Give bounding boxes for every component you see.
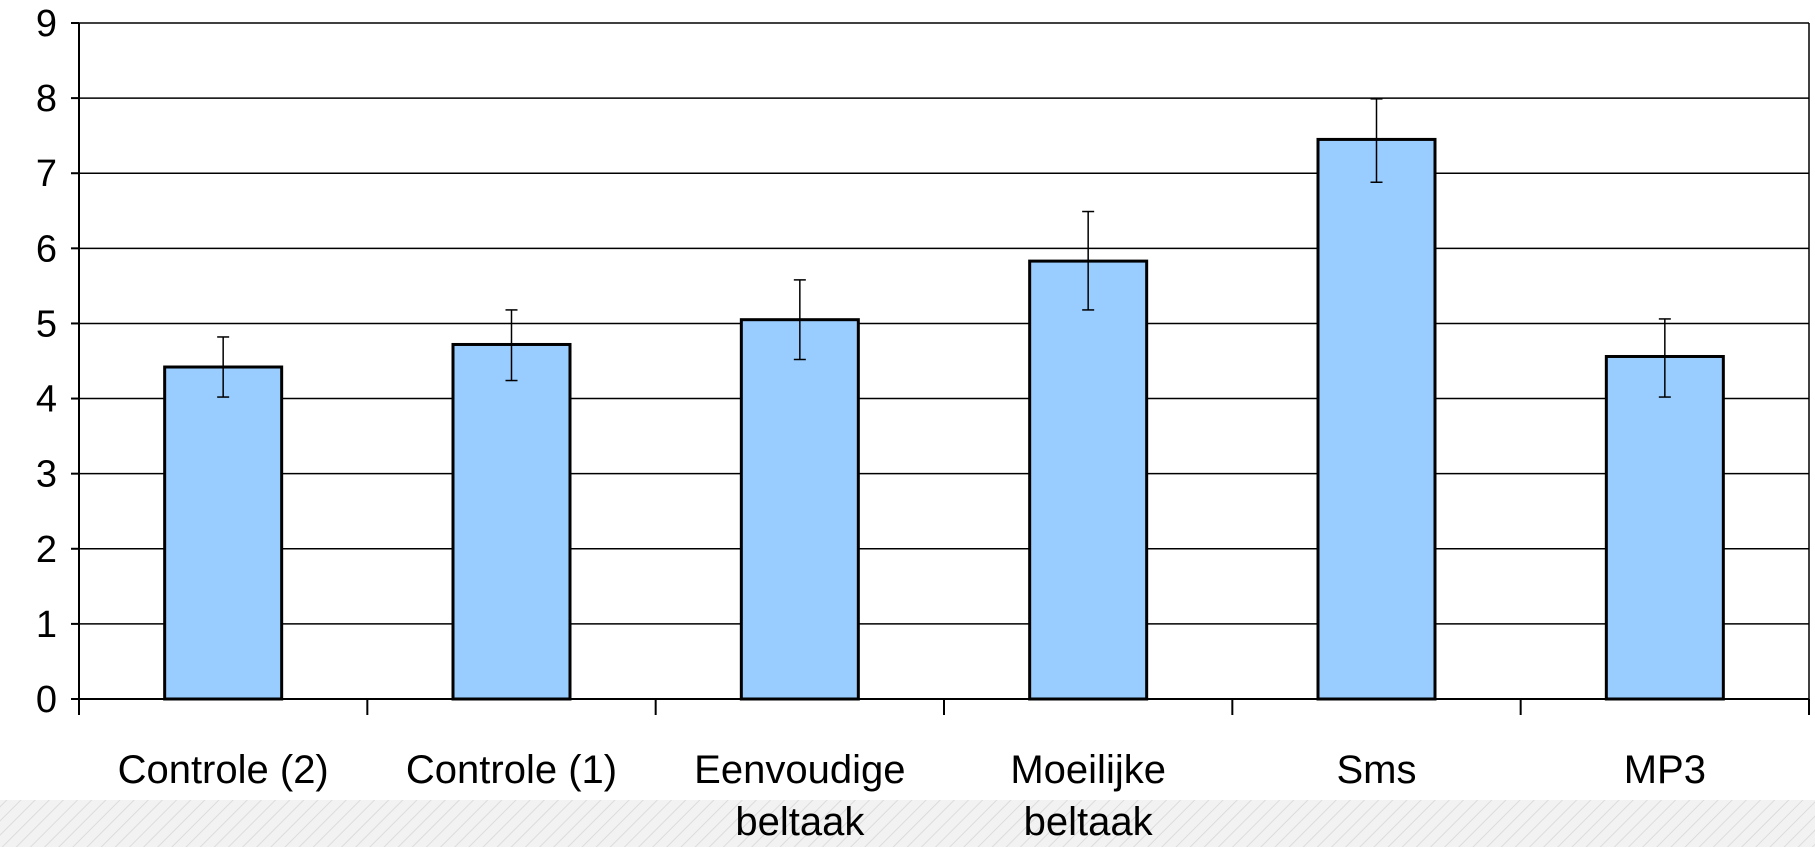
bars bbox=[163, 98, 1725, 701]
x-tick-label: MP3 bbox=[1624, 748, 1706, 792]
x-tick-label: Controle (2) bbox=[118, 748, 329, 792]
x-tick-label: Eenvoudige bbox=[694, 748, 905, 792]
y-tick-label: 3 bbox=[36, 454, 57, 496]
y-tick-label: 6 bbox=[36, 228, 57, 270]
y-tick-label: 9 bbox=[36, 3, 57, 45]
x-tick-label: Controle (1) bbox=[406, 748, 617, 792]
bar bbox=[451, 342, 572, 701]
bar bbox=[1316, 137, 1437, 701]
y-tick-label: 1 bbox=[36, 604, 57, 646]
x-tick-label: beltaak bbox=[735, 800, 865, 844]
x-tick-label: beltaak bbox=[1024, 800, 1154, 844]
y-tick-label: 5 bbox=[36, 303, 57, 345]
y-tick-label: 7 bbox=[36, 153, 57, 195]
y-tick-label: 8 bbox=[36, 78, 57, 120]
y-tick-label: 0 bbox=[36, 679, 57, 721]
x-tick-label: Sms bbox=[1337, 748, 1417, 792]
hatched-bottom-strip bbox=[0, 800, 1815, 847]
axes bbox=[71, 22, 1810, 715]
gridlines bbox=[79, 22, 1810, 699]
x-tick-label: Moeilijke bbox=[1010, 748, 1166, 792]
bar bbox=[1028, 259, 1149, 701]
labels: 0 1 2 3 4 5 6 7 8 9 Controle (2) Controle (1) Eenvou… bbox=[36, 3, 1706, 844]
bar bbox=[163, 365, 284, 701]
y-tick-label: 2 bbox=[36, 529, 57, 571]
bar bbox=[739, 318, 860, 701]
bar bbox=[1604, 354, 1725, 701]
y-tick-label: 4 bbox=[36, 379, 57, 421]
